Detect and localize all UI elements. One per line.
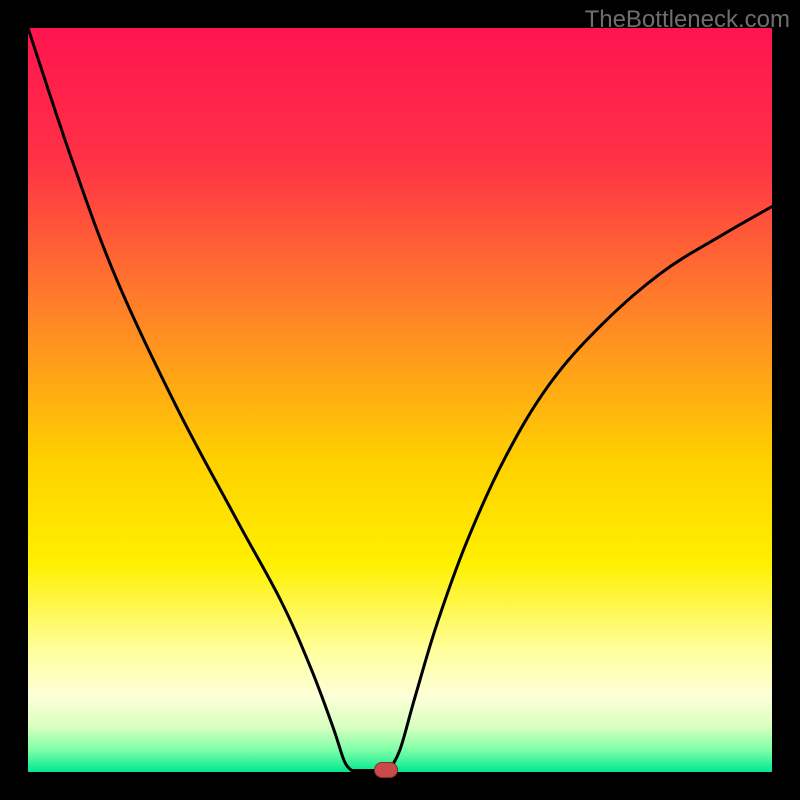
bottleneck-curve — [28, 28, 772, 772]
plot-area — [28, 28, 772, 772]
chart-stage: TheBottleneck.com — [0, 0, 800, 800]
watermark-label: TheBottleneck.com — [585, 6, 790, 34]
optimum-marker — [374, 762, 398, 778]
